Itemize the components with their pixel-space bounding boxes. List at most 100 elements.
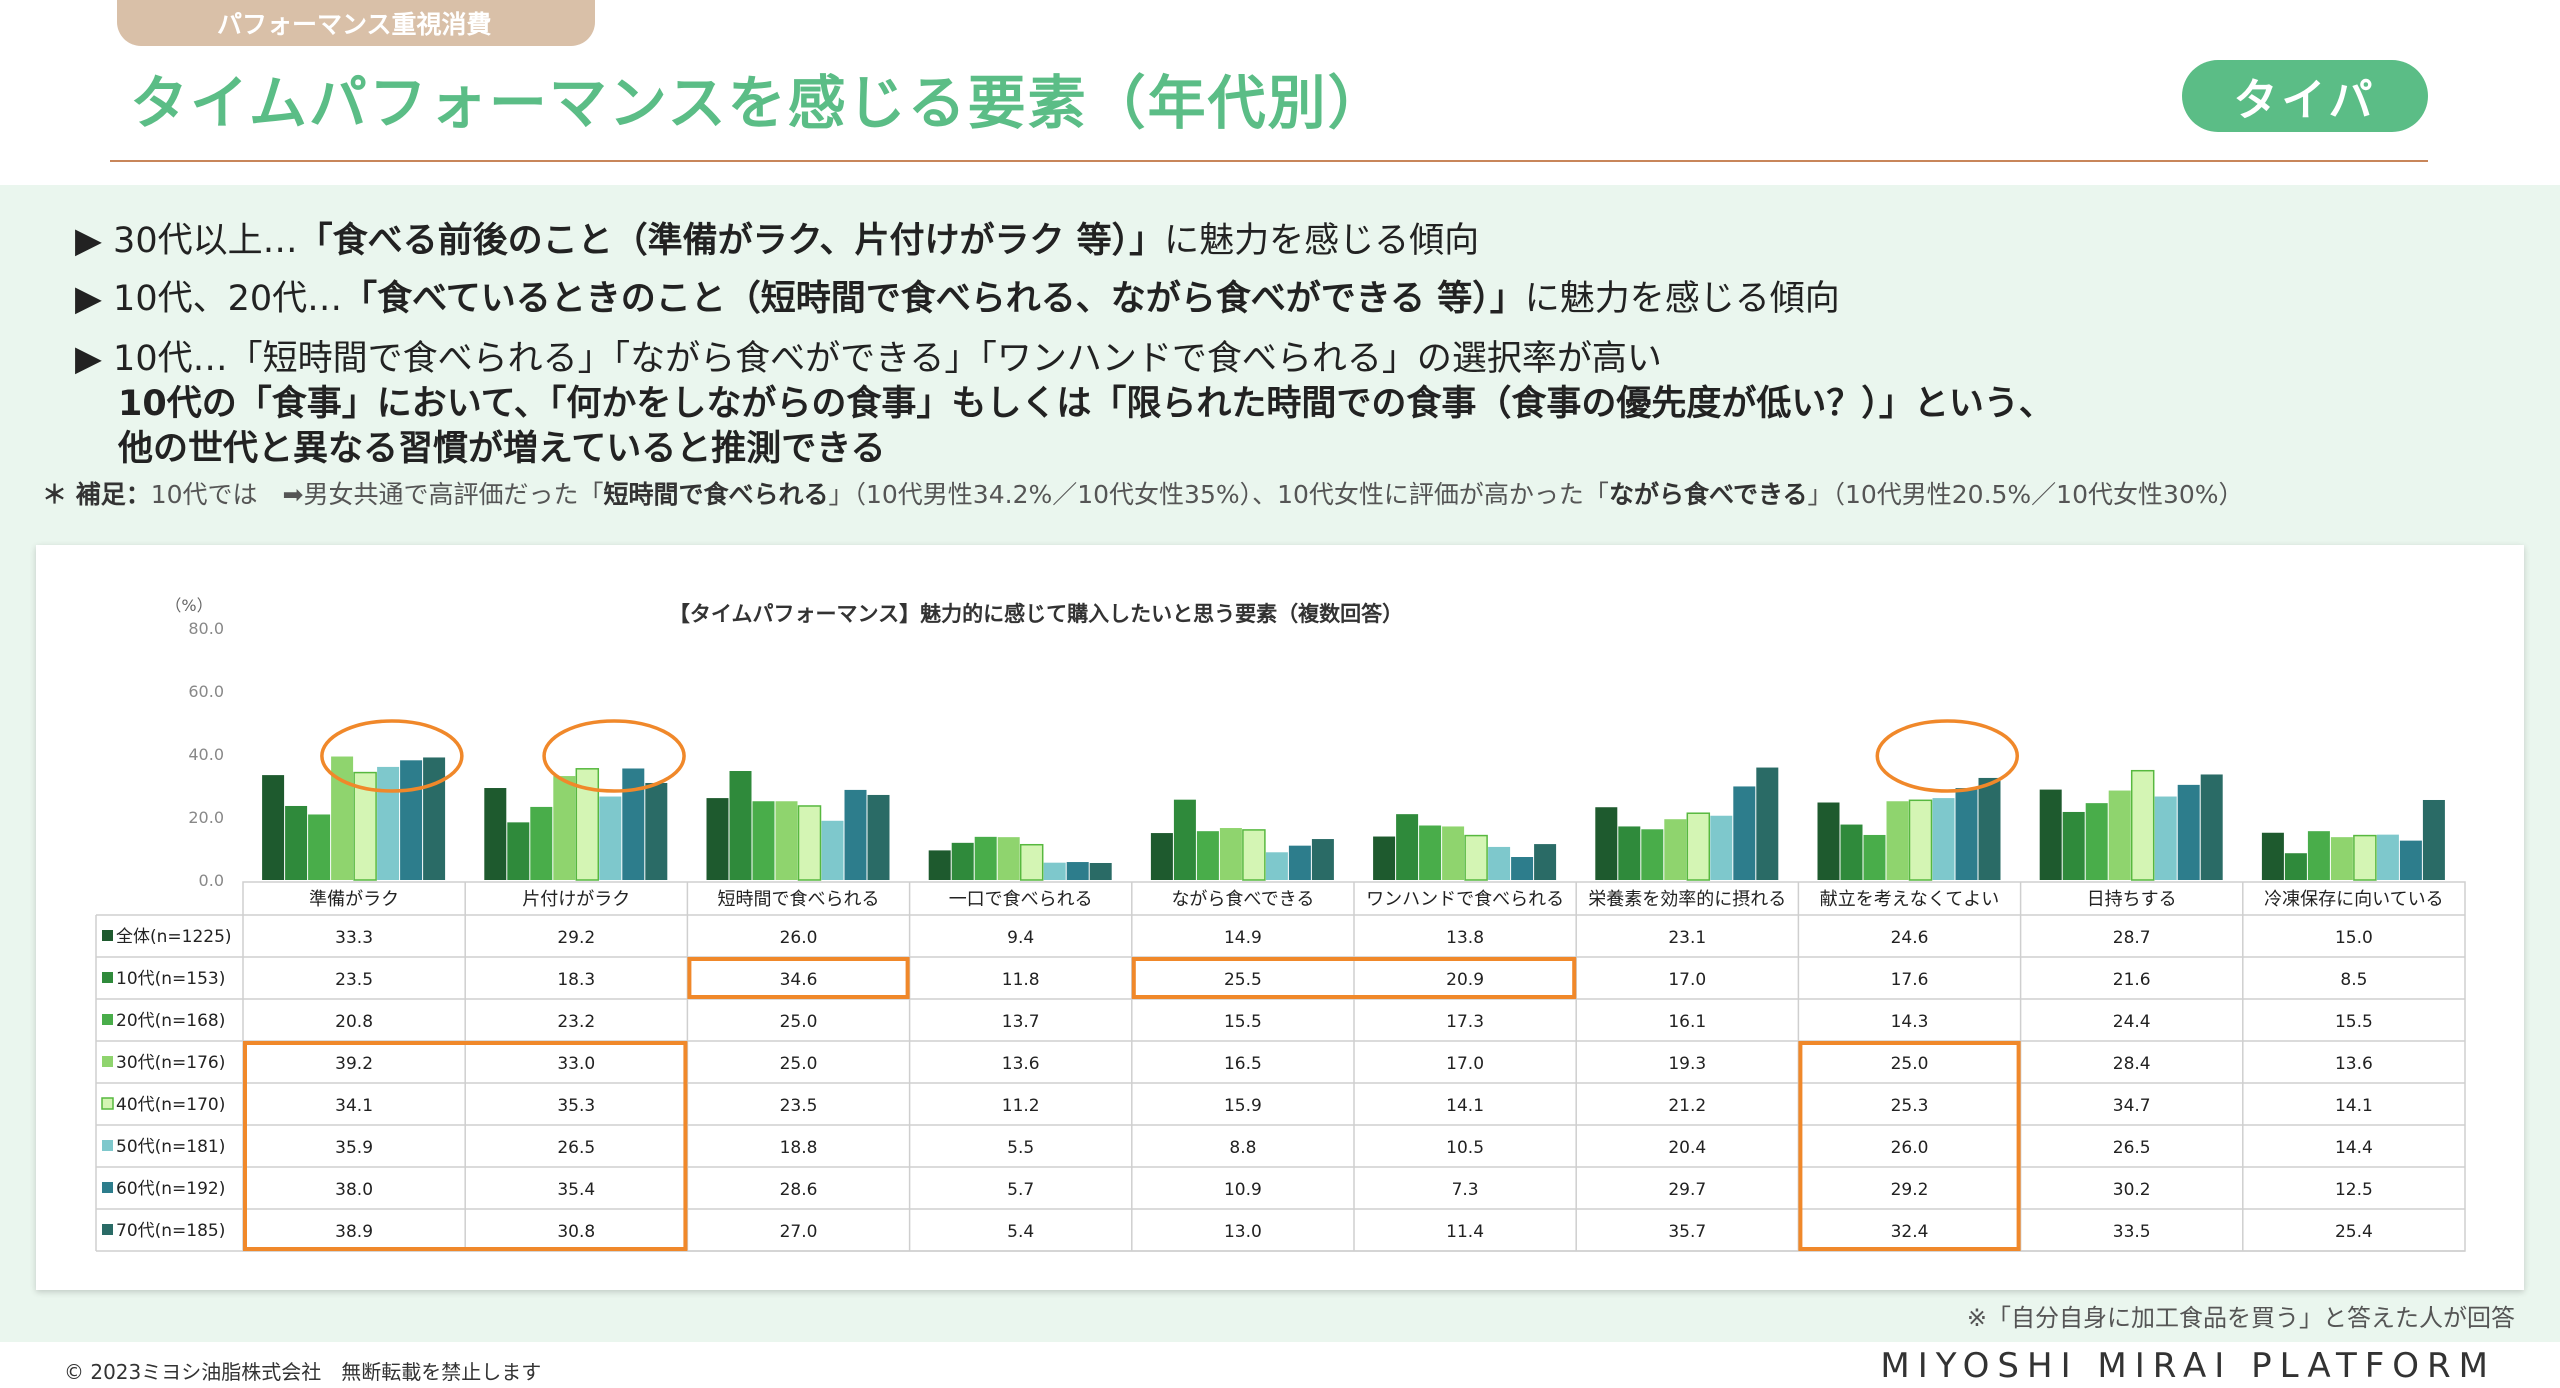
bar (2376, 834, 2399, 880)
bullet-marker: ▶ (75, 279, 102, 319)
bar (729, 771, 752, 880)
bar (2200, 774, 2223, 880)
data-label: 5.4 (1007, 1222, 1034, 1242)
data-label: 34.1 (335, 1096, 373, 1116)
bar (1089, 862, 1112, 880)
y-tick-label: 0.0 (199, 871, 224, 890)
bar (2039, 789, 2062, 880)
data-label: 9.4 (1007, 928, 1034, 948)
data-label: 26.0 (1891, 1138, 1929, 1158)
data-label: 35.4 (557, 1180, 595, 1200)
bar (400, 760, 423, 880)
data-label: 35.3 (557, 1096, 595, 1116)
highlight-box (687, 957, 910, 999)
bar (484, 788, 507, 880)
x-tick-label: 日持ちする (2087, 889, 2177, 910)
legend-label: 40代(n=170) (116, 1095, 225, 1115)
bar (2353, 834, 2377, 881)
bar (622, 768, 645, 880)
data-label: 28.7 (2113, 928, 2151, 948)
bar (2399, 840, 2422, 880)
bar (1664, 819, 1687, 880)
data-label: 29.2 (557, 928, 595, 948)
data-label: 14.1 (2335, 1096, 2373, 1116)
data-label: 11.8 (1002, 970, 1040, 990)
bullet-text: に魅力を感じる傾向 (1524, 279, 1840, 319)
bar (997, 837, 1020, 880)
highlight-ellipse (320, 719, 464, 793)
data-label: 25.4 (2335, 1222, 2373, 1242)
y-tick-label: 20.0 (188, 808, 224, 827)
bar (2422, 799, 2445, 880)
data-label: 11.4 (1446, 1222, 1484, 1242)
note-text: 」（10代男性34.2%／10代女性35%）、10代女性に評価が高かった「 (828, 480, 1609, 509)
bar (507, 822, 530, 880)
data-label: 17.3 (1446, 1012, 1484, 1032)
data-label: 13.8 (1446, 928, 1484, 948)
bar (2085, 803, 2108, 880)
data-label: 32.4 (1891, 1222, 1929, 1242)
section-tag: パフォーマンス重視消費 (117, 0, 595, 46)
bar (1419, 825, 1442, 880)
bar (575, 768, 600, 881)
bar (1886, 801, 1909, 880)
data-label: 14.1 (1446, 1096, 1484, 1116)
data-label: 13.6 (2335, 1054, 2373, 1074)
category-badge: タイパ (2182, 60, 2428, 132)
y-axis-unit: （%） (165, 596, 212, 615)
bar (2130, 769, 2155, 881)
legend-label: 全体(n=1225) (116, 927, 232, 947)
bullet-emphasis: 「食べる前後のこと（準備がラク、片付けがラク 等）」 (297, 221, 1165, 261)
bar (1442, 826, 1465, 880)
bullet-marker: ▶ (75, 339, 102, 379)
legend-label: 70代(n=185) (116, 1221, 225, 1241)
data-label: 30.8 (557, 1222, 595, 1242)
bar (1373, 836, 1396, 880)
data-label: 23.5 (780, 1096, 818, 1116)
bar (331, 756, 354, 880)
bar (308, 814, 331, 880)
highlight-ellipse (1875, 719, 2020, 793)
supplement-note: ＊ 補足：10代では ➡男女共通で高評価だった「短時間で食べられる」（10代男性… (42, 475, 2244, 511)
bar (1817, 802, 1840, 880)
data-label: 33.5 (2113, 1222, 2151, 1242)
bar (1710, 815, 1733, 880)
data-label: 16.5 (1224, 1054, 1262, 1074)
chart-title: 【タイムパフォーマンス】魅力的に感じて購入したいと思う要素（複数回答） (669, 602, 1403, 626)
data-label: 5.7 (1007, 1180, 1034, 1200)
bar (1978, 777, 2001, 880)
bullet-3: ▶ 10代…「短時間で食べられる」「ながら食べができる」「ワンハンドで食べられる… (75, 330, 1662, 381)
bar (1595, 807, 1618, 880)
legend-label: 50代(n=181) (116, 1137, 225, 1157)
footnote: ※「自分自身に加工食品を買う」と答えた人が回答 (1966, 1304, 2515, 1332)
data-label: 26.5 (2113, 1138, 2151, 1158)
bar (1242, 829, 1266, 881)
data-label: 15.5 (1224, 1012, 1262, 1032)
legend-swatch (102, 1182, 113, 1193)
bar (2177, 784, 2200, 880)
data-label: 14.4 (2335, 1138, 2373, 1158)
y-tick-label: 40.0 (188, 745, 224, 764)
bar (797, 805, 822, 881)
legend-label: 30代(n=176) (116, 1053, 225, 1073)
bar (706, 798, 729, 880)
copyright: © 2023ミヨシ油脂株式会社 無断転載を禁止します (64, 1360, 542, 1384)
data-label: 14.3 (1891, 1012, 1929, 1032)
data-label: 13.6 (1002, 1054, 1040, 1074)
data-label: 38.9 (335, 1222, 373, 1242)
data-label: 17.0 (1446, 1054, 1484, 1074)
bar (1173, 799, 1196, 880)
bar (262, 775, 285, 880)
bar (285, 805, 308, 880)
bar (1150, 833, 1173, 880)
data-label: 25.3 (1891, 1096, 1929, 1116)
y-tick-label: 60.0 (188, 682, 224, 701)
bullet-text: 10代…「短時間で食べられる」「ながら食べができる」「ワンハンドで食べられる」の… (101, 339, 1662, 379)
bar (353, 771, 377, 881)
legend-swatch (102, 930, 113, 941)
data-label: 29.7 (1668, 1180, 1706, 1200)
data-label: 20.8 (335, 1012, 373, 1032)
bullet-2: ▶ 10代、20代…「食べているときのこと（短時間で食べられる、ながら食べができ… (75, 270, 1840, 321)
data-label: 33.0 (557, 1054, 595, 1074)
bar (553, 776, 576, 880)
